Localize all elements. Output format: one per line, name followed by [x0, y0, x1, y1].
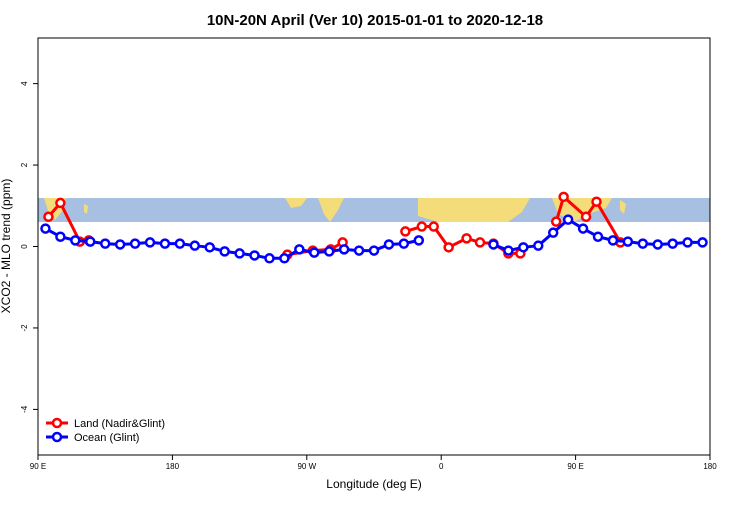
data-point: [43, 211, 54, 223]
data-point: [174, 238, 186, 249]
x-tick-label: 90 E: [567, 462, 583, 471]
legend-marker: [51, 417, 63, 429]
data-point: [114, 239, 126, 250]
legend-label: Land (Nadir&Glint): [74, 418, 165, 430]
x-tick-label: 180: [166, 462, 180, 471]
data-point: [562, 214, 574, 225]
data-point: [550, 216, 562, 227]
data-point: [40, 223, 51, 234]
data-point: [592, 231, 604, 242]
y-tick-label: -4: [20, 405, 29, 413]
data-point: [234, 248, 245, 259]
data-point: [204, 242, 215, 253]
data-point: [99, 238, 111, 249]
data-point: [488, 239, 499, 250]
land-shape: [84, 204, 88, 214]
y-tick-label: 4: [20, 81, 29, 86]
x-tick-label: 0: [439, 462, 444, 471]
data-point: [443, 242, 454, 253]
data-point: [697, 237, 708, 248]
x-tick-label: 180: [703, 462, 717, 471]
data-point: [85, 236, 96, 247]
data-point: [622, 236, 634, 247]
land-shape: [285, 198, 307, 208]
data-point: [129, 238, 141, 249]
data-point: [591, 196, 602, 207]
map-band: [38, 198, 710, 222]
data-point: [461, 233, 472, 244]
legend-label: Ocean (Glint): [74, 432, 139, 444]
series-line: [47, 195, 622, 257]
data-point: [353, 245, 365, 256]
land-shape: [418, 198, 530, 222]
data-point: [416, 221, 428, 232]
land-shape: [318, 198, 344, 222]
data-point: [323, 246, 335, 257]
legend-marker: [51, 431, 63, 443]
data-point: [474, 237, 486, 248]
data-point: [279, 253, 290, 264]
data-point: [607, 235, 619, 246]
data-point: [577, 223, 589, 234]
data-point: [398, 238, 410, 249]
y-tick-label: 2: [20, 162, 29, 167]
data-point: [682, 237, 693, 248]
y-tick-label: 0: [20, 244, 29, 249]
data-point: [368, 245, 380, 256]
data-point: [580, 211, 592, 223]
data-point: [159, 238, 171, 249]
data-point: [249, 250, 260, 261]
data-point: [547, 227, 559, 238]
data-point: [383, 239, 395, 250]
data-point: [338, 244, 350, 255]
data-point: [189, 240, 201, 251]
data-point: [264, 253, 275, 264]
data-point: [309, 247, 320, 258]
data-point: [55, 197, 66, 209]
data-point: [637, 238, 649, 249]
chart-title: 10N-20N April (Ver 10) 2015-01-01 to 202…: [207, 12, 543, 29]
x-axis-label: Longitude (deg E): [326, 477, 421, 491]
data-point: [518, 242, 529, 253]
data-point: [558, 191, 569, 203]
data-point: [144, 237, 156, 248]
data-point: [400, 226, 411, 237]
data-point: [667, 238, 678, 249]
y-axis-label: XCO2 - MLO trend (ppm): [0, 179, 13, 314]
data-point: [503, 245, 514, 256]
data-point: [55, 231, 66, 242]
x-tick-label: 90 W: [297, 462, 316, 471]
data-point: [219, 246, 230, 257]
data-point: [652, 239, 663, 250]
x-tick-label: 90 E: [30, 462, 46, 471]
data-point: [428, 221, 439, 232]
land-shape: [620, 200, 626, 214]
data-point: [533, 240, 544, 251]
data-point: [294, 244, 305, 255]
data-point: [413, 235, 425, 246]
data-point: [70, 235, 81, 246]
y-tick-label: -2: [20, 324, 29, 332]
